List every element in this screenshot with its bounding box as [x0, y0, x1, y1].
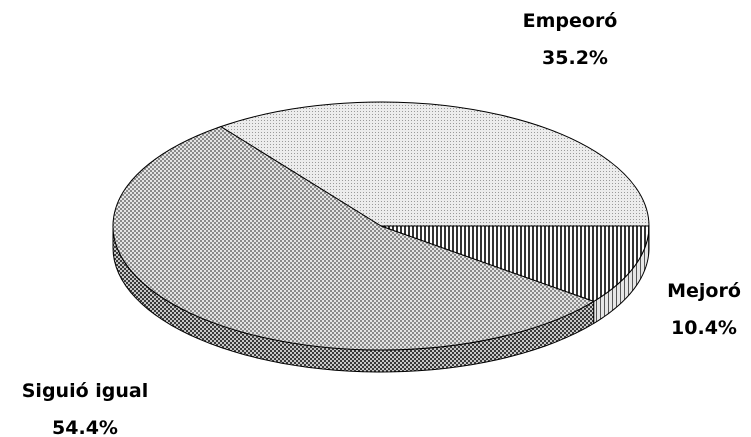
slice-mejoro: [380, 225, 650, 302]
slice-value-mejoro: 10.4%: [671, 317, 737, 339]
slice-value-empeoro: 35.2%: [542, 47, 608, 69]
slice-label-empeoro: Empeoró: [523, 10, 618, 32]
slice-value-siguio-igual: 54.4%: [52, 417, 118, 437]
pie-labels: Empeoró 35.2% Mejoró 10.4% Siguió igual …: [22, 10, 741, 437]
slice-label-siguio-igual: Siguió igual: [22, 380, 148, 402]
slice-siguio-igual: [112, 126, 595, 351]
pie-tops: [112, 101, 650, 351]
slice-empeoro: [219, 101, 650, 227]
slice-label-mejoro: Mejoró: [667, 280, 741, 302]
